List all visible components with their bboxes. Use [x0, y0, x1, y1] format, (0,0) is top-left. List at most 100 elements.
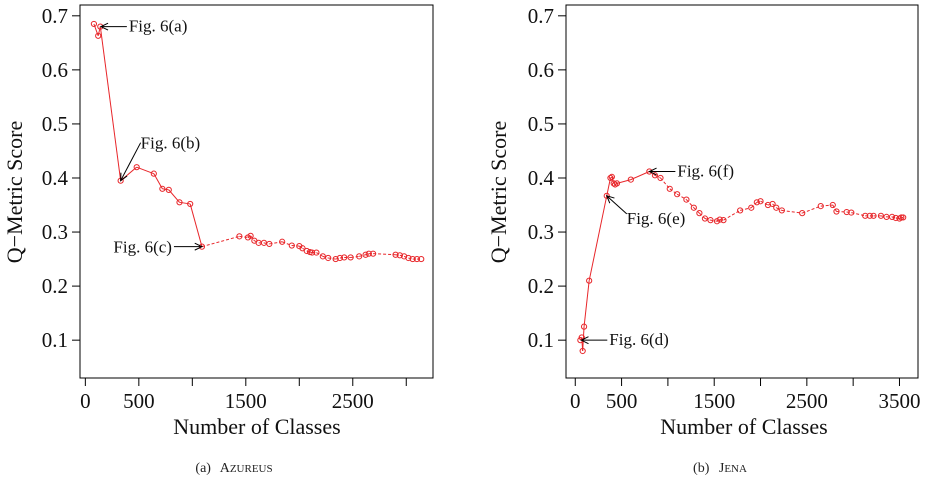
data-point: [848, 209, 855, 216]
data-point: [409, 255, 416, 263]
annotation-arrowhead: [580, 336, 589, 345]
data-point: [266, 240, 273, 248]
data-point: [690, 204, 697, 211]
data-point: [627, 176, 634, 183]
series-segment: [710, 219, 718, 222]
data-point: [303, 247, 310, 255]
data-point: [365, 250, 372, 257]
data-point: [707, 217, 714, 224]
caption-b-name: JENA: [719, 461, 747, 476]
y-tick-label: 0.7: [528, 4, 554, 28]
caption-a: (a) AZUREUS: [195, 461, 272, 476]
data-point: [683, 196, 690, 203]
series-segment: [239, 235, 249, 238]
x-tick-label: 2500: [332, 389, 374, 413]
data-point: [159, 185, 166, 192]
data-point: [674, 191, 681, 198]
data-point: [332, 255, 339, 263]
caption-initial: J: [719, 461, 725, 476]
data-point: [657, 174, 664, 182]
data-point: [247, 232, 254, 239]
annotation-label: Fig. 6(a): [129, 17, 188, 36]
data-point: [369, 250, 377, 257]
data-point: [843, 208, 850, 216]
caption-a-name: AZUREUS: [220, 461, 273, 476]
series-segment: [309, 251, 313, 254]
series-segment: [740, 207, 752, 211]
data-point: [392, 251, 399, 258]
data-point: [757, 198, 764, 205]
series-segment: [891, 216, 896, 219]
x-tick-label: 3500: [878, 389, 920, 413]
x-axis-title: Number of Classes: [660, 414, 827, 439]
y-tick-label: 0.5: [528, 112, 554, 136]
series-segment: [895, 217, 900, 220]
series-segment: [756, 200, 761, 203]
series-segment: [723, 209, 741, 221]
panel-a: Number of Classes Q−Metric Score (a) AZU…: [2, 4, 434, 476]
series-segment: [654, 174, 661, 179]
series-segment: [250, 235, 255, 241]
data-point: [362, 251, 369, 258]
series-segment: [281, 241, 292, 247]
data-point: [778, 207, 785, 214]
series-segment: [189, 203, 203, 247]
data-point: [580, 323, 588, 330]
y-axis-title: Q−Metric Score: [486, 121, 511, 264]
series-segment: [676, 193, 687, 201]
data-point: [651, 172, 659, 179]
x-tick-label: 1500: [225, 389, 267, 413]
series-segment: [686, 199, 695, 209]
series-segment: [350, 255, 360, 258]
y-tick-label: 0.6: [42, 58, 68, 82]
data-point: [418, 255, 425, 263]
x-tick-label: 0: [80, 389, 91, 413]
series-segment: [179, 201, 191, 205]
data-point: [898, 214, 905, 221]
series-segment: [373, 253, 396, 256]
y-tick-label: 0.1: [42, 328, 68, 352]
x-tick-label: 500: [606, 389, 638, 413]
data-point: [288, 242, 295, 249]
data-point: [666, 185, 673, 192]
series-segment: [760, 200, 769, 206]
data-point: [325, 254, 332, 262]
caption-smallcaps: ENA: [724, 463, 747, 475]
series-segment: [750, 201, 758, 209]
data-point: [607, 174, 614, 182]
data-point: [610, 180, 617, 187]
series-segment: [316, 252, 324, 257]
data-point: [608, 173, 615, 181]
data-point: [356, 253, 363, 260]
series-segment: [93, 23, 99, 36]
annotation-arrowhead: [99, 22, 109, 31]
y-tick-label: 0.6: [528, 58, 554, 82]
data-point: [319, 253, 326, 260]
y-tick-label: 0.3: [528, 220, 554, 244]
data-point: [833, 208, 840, 215]
data-point: [586, 277, 593, 284]
x-tick-label: 1500: [693, 389, 735, 413]
y-tick-label: 0.4: [42, 166, 69, 190]
series-segment: [630, 171, 650, 181]
x-tick-label: 2500: [786, 389, 828, 413]
data-point: [95, 32, 102, 39]
data-point: [176, 199, 183, 206]
data-point: [347, 254, 354, 261]
data-point: [701, 215, 709, 222]
y-tick-label: 0.3: [42, 220, 68, 244]
x-tick-label: 0: [570, 389, 581, 413]
caption-b-prefix: (b): [693, 461, 710, 476]
annotation-arrowhead: [120, 172, 128, 182]
data-point: [817, 202, 824, 210]
data-point: [866, 212, 873, 219]
data-point: [888, 213, 896, 221]
caption-smallcaps: ZUREUS: [230, 463, 273, 475]
series-segment: [583, 280, 590, 327]
data-point: [165, 186, 172, 193]
data-point: [753, 199, 760, 206]
annotation-label: Fig. 6(c): [113, 238, 172, 257]
data-point: [603, 192, 610, 199]
data-point: [769, 200, 776, 208]
series-segment: [291, 245, 300, 247]
